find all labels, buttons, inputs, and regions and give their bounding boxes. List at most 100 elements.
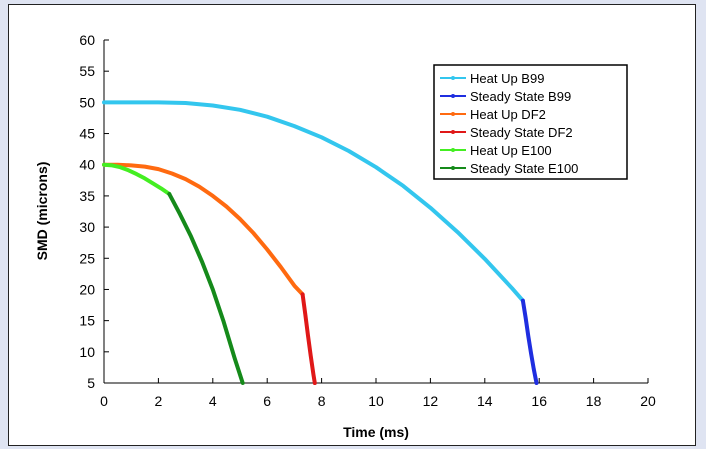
legend: Heat Up B99 Steady State B99 Heat Up DF2 St… [433,64,628,180]
data-point [313,381,317,385]
legend-item: Steady State DF2 [440,125,573,140]
data-point [401,184,405,188]
data-point [320,135,324,139]
data-point [200,259,204,263]
data-point [529,351,533,355]
data-point [178,213,182,217]
data-point [301,292,305,296]
legend-marker [451,130,455,134]
x-tick-label: 6 [263,393,271,409]
data-point [151,181,155,185]
legend-item: Steady State E100 [440,161,578,176]
legend-label: Steady State DF2 [470,125,573,140]
data-point [265,247,269,252]
legend-item: Steady State B99 [440,89,571,104]
data-point [456,230,460,234]
data-point [238,217,242,221]
series-4 [300,292,317,385]
data-point [532,367,536,371]
y-tick-label: 50 [79,94,95,110]
legend-label: Heat Up B99 [470,71,544,86]
data-point [143,176,147,180]
data-point [279,265,283,269]
legend-item: Heat Up E100 [440,143,552,158]
legend-label: Heat Up DF2 [470,107,546,122]
data-point [521,299,525,303]
data-point [238,108,242,112]
x-tick-label: 12 [423,393,439,409]
data-point [129,100,133,104]
x-tick-label: 14 [477,393,493,409]
data-point [428,206,432,210]
data-point [143,165,147,169]
data-point [524,315,528,320]
legend-item: Heat Up B99 [440,71,544,86]
x-tick-label: 10 [368,393,384,409]
legend-marker [451,94,455,98]
series-6 [167,192,245,385]
series-line [167,192,245,385]
y-tick-label: 60 [79,32,95,48]
chart-svg: 5 10 15 20 25 30 35 40 45 50 55 60 0 2 4 6 8 10 12 14 16 18 20… [34,32,656,440]
y-tick-label: 55 [79,63,95,79]
data-point [189,234,193,238]
series-2 [520,298,539,385]
data-point [184,101,188,105]
data-point [265,115,269,119]
x-tick-label: 0 [100,393,108,409]
data-point [184,177,188,181]
series-3 [102,162,305,297]
data-point [224,204,228,209]
data-point [241,381,245,385]
x-axis-title: Time (ms) [343,424,409,440]
y-tick-label: 25 [79,250,95,266]
chart-frame: 5 10 15 20 25 30 35 40 45 50 55 60 0 2 4 6 8 10 12 14 16 18 20… [8,4,696,446]
axes: 5 10 15 20 25 30 35 40 45 50 55 60 0 2 4 6 8 10 12 14 16 18 20 [79,32,656,409]
y-tick-label: 35 [79,188,95,204]
data-point [167,192,171,196]
legend-label: Steady State E100 [470,161,578,176]
data-point [222,320,226,324]
data-point [292,124,296,128]
legend-marker [451,76,455,80]
data-point [233,356,237,360]
data-point [211,194,215,198]
legend-label: Heat Up E100 [470,143,552,158]
y-tick-label: 5 [87,375,95,391]
y-tick-label: 15 [79,313,95,329]
data-point [197,185,201,189]
y-tick-label: 30 [79,219,95,235]
data-point [534,381,539,385]
data-point [126,168,131,172]
y-axis-title: SMD (microns) [34,162,50,261]
data-point [306,334,310,338]
data-point [510,286,514,290]
data-point [252,231,256,235]
series-5 [102,162,172,196]
data-point [374,165,378,169]
legend-marker [451,148,455,152]
data-point [311,372,315,376]
legend-marker [451,166,455,170]
y-tick-label: 45 [79,126,95,142]
x-tick-label: 4 [209,393,217,409]
series-line [102,162,305,297]
x-tick-label: 20 [640,393,656,409]
data-point [483,257,487,261]
data-point [135,172,139,176]
x-tick-label: 8 [318,393,326,409]
data-point [211,103,215,108]
data-point [303,312,307,316]
data-point [170,171,174,176]
data-point [156,100,160,104]
x-tick-label: 2 [155,393,163,409]
data-point [159,186,163,190]
data-point [292,284,296,288]
data-point [526,334,530,338]
data-point [309,354,313,358]
y-tick-label: 10 [79,344,95,360]
data-point [156,167,160,171]
data-point [110,163,114,167]
series-layer [102,100,539,385]
x-tick-label: 18 [586,393,602,409]
